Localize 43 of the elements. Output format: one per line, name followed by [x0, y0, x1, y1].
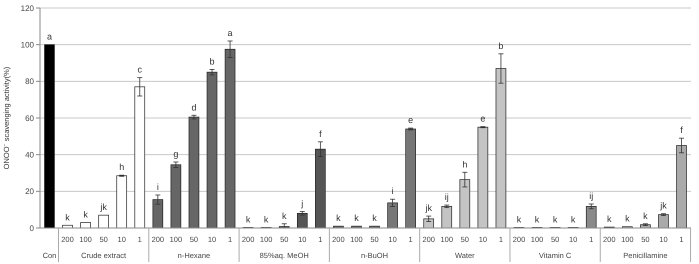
data-label: f: [680, 125, 684, 136]
data-label: k: [607, 214, 612, 224]
y-tick-label: 0: [30, 224, 35, 233]
y-tick-label: 60: [25, 114, 35, 123]
data-label: h: [119, 162, 124, 172]
data-label: j: [300, 198, 304, 208]
data-label: h: [462, 159, 468, 170]
data-label: k: [534, 214, 540, 224]
data-label: ij: [444, 192, 449, 202]
data-label: k: [246, 214, 251, 224]
data-label: k: [625, 214, 630, 224]
data-label: b: [498, 40, 504, 51]
data-label: k: [65, 212, 70, 222]
data-label: a: [46, 32, 52, 42]
data-label: ij: [589, 190, 594, 201]
data-label: k: [336, 213, 342, 224]
data-label: i: [392, 186, 394, 196]
data-label: k: [282, 210, 287, 221]
data-label: e: [408, 115, 414, 126]
data-label: k: [354, 213, 360, 224]
data-label: f: [319, 128, 322, 139]
data-label: k: [516, 214, 522, 224]
data-label: g: [173, 149, 178, 159]
data-label: d: [191, 102, 196, 112]
data-label: c: [138, 64, 143, 75]
data-label: k: [372, 213, 378, 224]
data-label: i: [156, 182, 159, 192]
data-label: e: [480, 114, 486, 124]
y-tick-label: 100: [20, 40, 35, 50]
y-tick-label: 40: [25, 150, 35, 160]
y-tick-label: 20: [25, 187, 35, 196]
data-label: jk: [659, 200, 668, 211]
data-label: k: [552, 214, 558, 224]
data-label: k: [83, 210, 88, 220]
data-label: k: [570, 214, 576, 224]
data-label: jk: [99, 202, 108, 212]
data-label: k: [643, 210, 648, 221]
y-tick-label: 80: [25, 77, 35, 86]
data-label: b: [209, 56, 215, 66]
data-label: jk: [424, 203, 432, 214]
data-label: k: [264, 214, 269, 224]
data-label: a: [228, 28, 233, 38]
y-tick-label: 120: [20, 4, 35, 13]
